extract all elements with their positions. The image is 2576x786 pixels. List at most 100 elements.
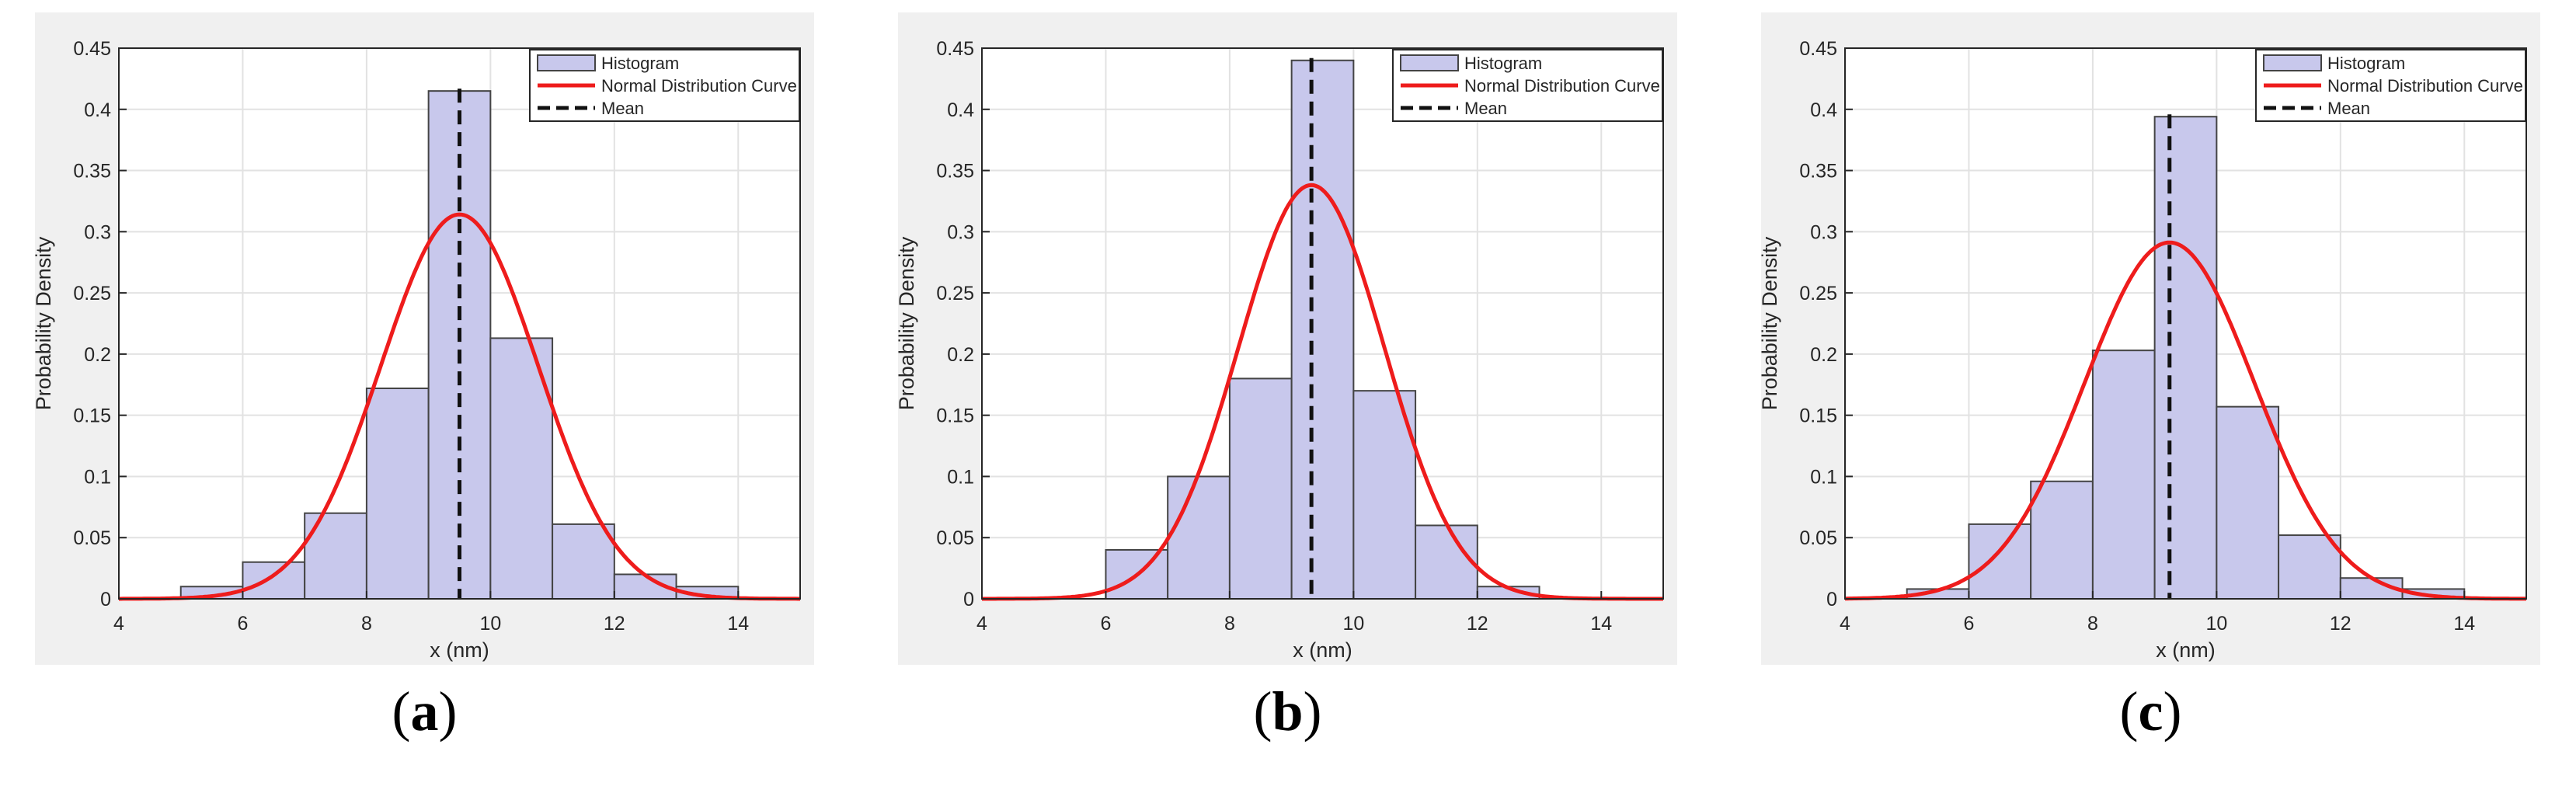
legend-label: Mean bbox=[601, 99, 644, 118]
histogram-bar bbox=[242, 561, 306, 600]
y-tick-label: 0.15 bbox=[936, 405, 974, 427]
chart-b-svg: 4 6 8 10 12 14 0 0.05 0.1 0.15 0.2 0.25 0.3 0.35 0.4 0.… bbox=[898, 12, 1677, 665]
y-axis-label: Probability Density bbox=[898, 236, 918, 410]
y-tick-label: 0.1 bbox=[1810, 466, 1837, 488]
x-tick-label: 14 bbox=[727, 613, 749, 635]
y-tick-label: 0.25 bbox=[936, 283, 974, 304]
histogram-bar bbox=[1290, 59, 1355, 600]
y-tick-label: 0.05 bbox=[1799, 527, 1837, 549]
y-tick-label: 0.2 bbox=[84, 344, 111, 366]
x-tick-label: 12 bbox=[604, 613, 625, 635]
caption-b: (b) bbox=[1253, 680, 1322, 743]
y-tick-label: 0.25 bbox=[73, 283, 111, 304]
x-tick-label: 12 bbox=[1467, 613, 1488, 635]
y-tick-label: 0.4 bbox=[947, 99, 974, 121]
y-tick-label: 0.4 bbox=[1810, 99, 1837, 121]
x-tick-label: 8 bbox=[2087, 613, 2098, 635]
histogram-bar bbox=[1228, 377, 1293, 600]
y-tick-label: 0.05 bbox=[936, 527, 974, 549]
caption-b-letter: b bbox=[1272, 680, 1304, 743]
histogram-bar bbox=[552, 523, 615, 600]
y-tick-label: 0.1 bbox=[947, 466, 974, 488]
x-tick-label: 10 bbox=[479, 613, 501, 635]
x-axis-label: x (nm) bbox=[430, 638, 489, 662]
x-tick-label: 6 bbox=[1101, 613, 1112, 635]
legend-label: Normal Distribution Curve bbox=[1464, 76, 1660, 96]
normal-distribution-curve bbox=[1845, 240, 2526, 601]
x-tick-label: 14 bbox=[1590, 613, 1612, 635]
y-tick-label: 0.4 bbox=[84, 99, 111, 121]
x-tick-label: 4 bbox=[1840, 613, 1850, 635]
histogram-bar bbox=[2216, 405, 2280, 600]
x-tick-label: 8 bbox=[1224, 613, 1235, 635]
y-tick-label: 0.05 bbox=[73, 527, 111, 549]
histogram-bar bbox=[1415, 524, 1478, 600]
legend-label: Histogram bbox=[2327, 54, 2405, 73]
legend-label: Normal Distribution Curve bbox=[2327, 76, 2523, 96]
x-tick-label: 8 bbox=[361, 613, 372, 635]
y-tick-label: 0.35 bbox=[1799, 161, 1837, 183]
x-tick-label: 6 bbox=[1964, 613, 1975, 635]
x-tick-label: 4 bbox=[113, 613, 124, 635]
histogram-bar bbox=[365, 388, 430, 600]
x-tick-label: 4 bbox=[976, 613, 987, 635]
x-tick-label: 14 bbox=[2453, 613, 2475, 635]
chart-panel-c: 4 6 8 10 12 14 0 0.05 0.1 0.15 0.2 0.25 0.3 0.35 0.4 0.… bbox=[1761, 12, 2540, 665]
caption-a-letter: a bbox=[410, 680, 439, 743]
histogram-bar bbox=[1352, 390, 1417, 600]
y-tick-label: 0.45 bbox=[1799, 38, 1837, 60]
legend-histogram-swatch bbox=[2263, 54, 2322, 71]
caption-c: (c) bbox=[2119, 680, 2182, 743]
chart-c-svg: 4 6 8 10 12 14 0 0.05 0.1 0.15 0.2 0.25 0.3 0.35 0.4 0.… bbox=[1761, 12, 2540, 665]
y-tick-label: 0.2 bbox=[1810, 344, 1837, 366]
legend-label: Normal Distribution Curve bbox=[601, 76, 797, 96]
histogram-bar bbox=[2278, 534, 2341, 600]
histogram-bar bbox=[2030, 480, 2094, 600]
y-tick-label: 0.45 bbox=[936, 38, 974, 60]
axes-frame bbox=[1844, 47, 2527, 600]
chart-a-svg: 4 6 8 10 12 14 0 0.05 0.1 0.15 0.2 0.25 0.3 0.35 0.4 0.… bbox=[35, 12, 814, 665]
histogram-bar bbox=[613, 573, 677, 600]
x-axis-label: x (nm) bbox=[1293, 638, 1352, 662]
chart-panel-a: 4 6 8 10 12 14 0 0.05 0.1 0.15 0.2 0.25 0.3 0.35 0.4 0.… bbox=[35, 12, 814, 665]
normal-distribution-curve bbox=[119, 212, 800, 601]
legend-label: Histogram bbox=[1464, 54, 1542, 73]
axes-frame bbox=[118, 47, 801, 600]
x-tick-label: 12 bbox=[2330, 613, 2351, 635]
histogram-bar bbox=[1105, 548, 1169, 600]
caption-c-letter: c bbox=[2138, 680, 2163, 743]
y-tick-label: 0.1 bbox=[84, 466, 111, 488]
y-tick-label: 0.25 bbox=[1799, 283, 1837, 304]
histogram-bar bbox=[2091, 350, 2156, 600]
y-tick-label: 0.15 bbox=[73, 405, 111, 427]
y-tick-label: 0.3 bbox=[1810, 221, 1837, 243]
y-tick-label: 0 bbox=[100, 589, 111, 610]
y-tick-label: 0.3 bbox=[84, 221, 111, 243]
y-axis-label: Probability Density bbox=[1761, 236, 1781, 410]
y-tick-label: 0.45 bbox=[73, 38, 111, 60]
caption-a: (a) bbox=[392, 680, 458, 743]
y-tick-label: 0.15 bbox=[1799, 405, 1837, 427]
legend-label: Histogram bbox=[601, 54, 679, 73]
y-tick-label: 0.35 bbox=[936, 161, 974, 183]
y-tick-label: 0 bbox=[1826, 589, 1837, 610]
x-tick-label: 6 bbox=[238, 613, 249, 635]
histogram-bar bbox=[1968, 523, 2032, 600]
normal-distribution-curve bbox=[982, 183, 1663, 601]
legend-histogram-swatch bbox=[1400, 54, 1459, 71]
histogram-bar bbox=[2153, 116, 2218, 600]
histogram-bar bbox=[1167, 475, 1231, 600]
x-axis-label: x (nm) bbox=[2156, 638, 2216, 662]
x-tick-label: 10 bbox=[2205, 613, 2227, 635]
y-axis-label: Probability Density bbox=[35, 236, 55, 410]
legend-label: Mean bbox=[2327, 99, 2370, 118]
legend-histogram-swatch bbox=[537, 54, 596, 71]
y-tick-label: 0.35 bbox=[73, 161, 111, 183]
y-tick-label: 0.3 bbox=[947, 221, 974, 243]
y-tick-label: 0.2 bbox=[947, 344, 974, 366]
legend-label: Mean bbox=[1464, 99, 1507, 118]
y-tick-label: 0 bbox=[963, 589, 974, 610]
axes-frame bbox=[981, 47, 1664, 600]
x-tick-label: 10 bbox=[1342, 613, 1364, 635]
chart-panel-b: 4 6 8 10 12 14 0 0.05 0.1 0.15 0.2 0.25 0.3 0.35 0.4 0.… bbox=[898, 12, 1677, 665]
